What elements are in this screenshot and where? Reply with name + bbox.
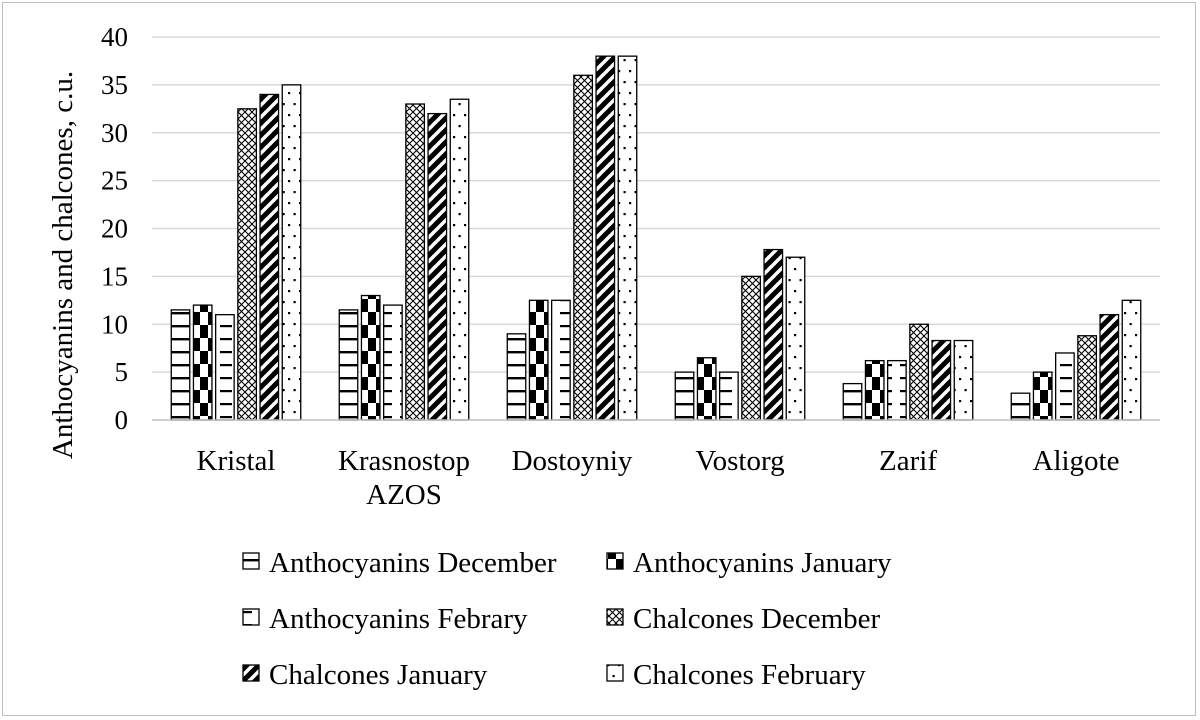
bar [1055, 352, 1075, 421]
bar [617, 55, 638, 421]
bar [192, 304, 213, 421]
legend-item: Anthocyanins Febrary [242, 603, 528, 635]
bar [506, 333, 527, 421]
bar [741, 275, 761, 421]
legend-label: Anthocyanins Febrary [269, 603, 528, 635]
bar [405, 103, 426, 421]
legend-label: Anthocyanins January [633, 547, 892, 579]
y-tick-label: 0 [115, 405, 129, 435]
bar [281, 84, 302, 421]
legend-item: Chalcones January [242, 659, 488, 691]
bar [551, 299, 571, 421]
bar [909, 323, 929, 421]
legend: Anthocyanins December Anthocyanins Januar… [242, 547, 892, 691]
y-tick-label: 40 [101, 22, 128, 52]
gridlines [152, 36, 1160, 373]
y-axis-label: Anthocyanins and chalcones, c.u. [47, 71, 79, 459]
x-tick-label: Kristal [197, 445, 276, 477]
legend-swatch [242, 552, 260, 570]
legend-swatch [606, 552, 624, 570]
y-tick-label: 30 [101, 118, 128, 148]
bar [1010, 392, 1031, 421]
bar [427, 112, 448, 421]
y-tick-label: 35 [101, 70, 128, 100]
legend-label: Chalcones January [269, 659, 488, 691]
legend-item: Chalcones December [606, 603, 881, 635]
bar [785, 256, 806, 421]
bar [382, 304, 403, 421]
bar [214, 314, 235, 421]
bar [696, 357, 717, 421]
x-tick-label: Zarif [879, 445, 937, 477]
bar [953, 339, 974, 421]
legend-label: Anthocyanins December [269, 547, 557, 579]
bar [763, 248, 784, 421]
y-tick-labels: 0 5 10 15 20 25 30 35 40 [101, 22, 128, 435]
legend-label: Chalcones February [633, 659, 866, 691]
bar [674, 371, 695, 421]
bar [170, 309, 191, 421]
bars [170, 55, 1142, 421]
legend-label: Chalcones December [633, 603, 881, 635]
x-tick-label: Krasnostop AZOS [338, 445, 470, 511]
legend-swatch [242, 608, 260, 626]
legend-swatch [606, 664, 624, 682]
legend-item: Chalcones February [606, 659, 866, 691]
y-tick-label: 25 [101, 166, 128, 196]
legend-swatch [606, 608, 624, 626]
bar [259, 93, 280, 421]
bar [360, 294, 381, 421]
bar [842, 382, 863, 421]
bar [595, 55, 616, 421]
bar [887, 359, 907, 421]
bar [573, 74, 593, 421]
y-tick-label: 10 [101, 309, 128, 339]
legend-item: Anthocyanins December [242, 547, 557, 579]
x-tick-label: Aligote [1033, 445, 1120, 477]
bar [1032, 371, 1053, 421]
bar [1121, 299, 1142, 421]
bar [338, 309, 359, 421]
y-tick-label: 20 [101, 214, 128, 244]
bar [1077, 335, 1097, 421]
x-tick-label: Dostoyniy [512, 445, 633, 477]
x-tick-labels: Kristal Krasnostop AZOS Dostoyniy Vostorg Zar… [197, 445, 1120, 511]
bar [449, 98, 470, 421]
bar [237, 108, 258, 421]
bar [864, 359, 885, 421]
bar [528, 299, 549, 421]
legend-item: Anthocyanins January [606, 547, 892, 579]
x-tick-label: Vostorg [695, 445, 784, 477]
y-tick-label: 15 [101, 261, 128, 291]
y-tick-label: 5 [115, 357, 129, 387]
bar [719, 371, 739, 421]
bar [931, 339, 952, 421]
legend-swatch [242, 664, 260, 682]
bar [1099, 314, 1120, 421]
